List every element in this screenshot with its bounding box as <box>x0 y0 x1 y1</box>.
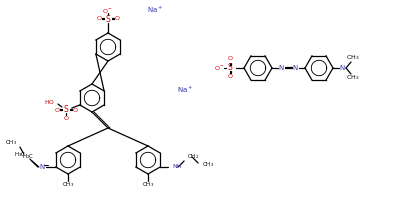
Text: N: N <box>339 65 345 71</box>
Text: O: O <box>72 108 77 112</box>
Text: O: O <box>114 17 120 21</box>
Text: NH: NH <box>172 164 182 170</box>
Text: CH$_2$: CH$_2$ <box>187 153 199 161</box>
Text: CH$_3$: CH$_3$ <box>346 54 360 62</box>
Text: Na$^+$: Na$^+$ <box>147 5 163 15</box>
Text: O: O <box>228 56 232 62</box>
Text: O$^-$: O$^-$ <box>214 64 226 72</box>
Text: CH$_3$: CH$_3$ <box>142 181 154 189</box>
Text: O: O <box>96 17 102 21</box>
Text: O: O <box>54 108 59 112</box>
Text: H$_3$C: H$_3$C <box>14 151 26 159</box>
Text: N: N <box>278 65 284 71</box>
Text: S: S <box>228 64 232 72</box>
Text: O$^-$: O$^-$ <box>102 7 114 15</box>
Text: CH$_3$: CH$_3$ <box>346 74 360 82</box>
Text: H$_2$C: H$_2$C <box>22 153 34 161</box>
Text: CH$_3$: CH$_3$ <box>202 161 214 169</box>
Text: S: S <box>64 106 68 114</box>
Text: S: S <box>106 15 110 23</box>
Text: N: N <box>292 65 298 71</box>
Text: CH$_3$: CH$_3$ <box>5 139 17 147</box>
Text: Na$^+$: Na$^+$ <box>177 85 193 95</box>
Text: O: O <box>63 116 68 120</box>
Text: HO: HO <box>44 100 54 106</box>
Text: CH$_3$: CH$_3$ <box>62 181 74 189</box>
Text: O: O <box>228 74 232 79</box>
Text: N: N <box>39 164 44 170</box>
